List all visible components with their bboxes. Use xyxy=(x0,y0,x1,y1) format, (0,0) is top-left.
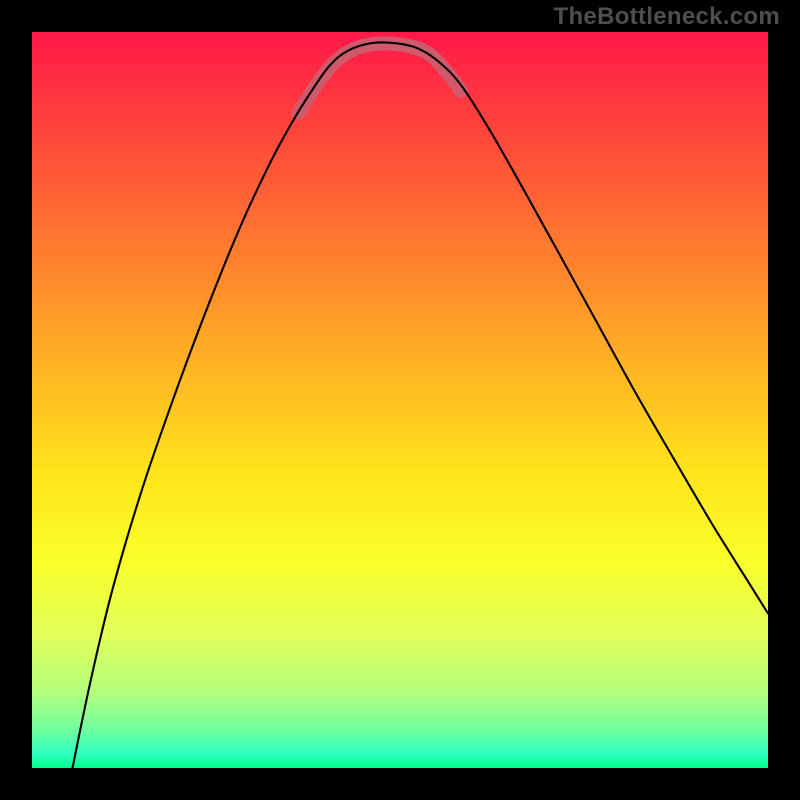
watermark-text: TheBottleneck.com xyxy=(554,3,780,31)
bottleneck-curve-chart xyxy=(0,0,800,800)
chart-frame: TheBottleneck.com xyxy=(0,0,800,800)
plot-background xyxy=(32,32,768,768)
